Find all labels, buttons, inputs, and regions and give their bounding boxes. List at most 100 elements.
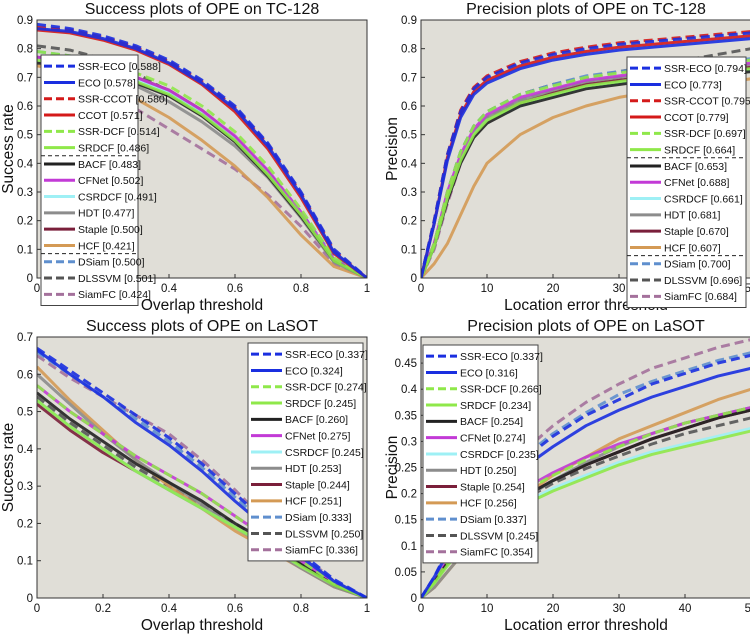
y-tick-label: 0.4	[401, 384, 418, 396]
y-tick-label: 0	[27, 593, 33, 605]
series-line-8	[37, 373, 367, 598]
legend-entry: CSRDCF [0.661]	[664, 193, 743, 205]
legend-entry: SiamFC [0.336]	[285, 545, 358, 557]
y-tick-label: 0.2	[17, 216, 33, 228]
x-tick-label: 0.8	[293, 283, 309, 295]
y-tick-label: 0.3	[401, 187, 417, 199]
legend: SSR-ECO [0.588] ECO [0.578] SSR-CCOT [0.58…	[40, 54, 168, 306]
y-tick-label: 0.5	[17, 130, 33, 142]
legend-entry: Staple [0.670]	[664, 226, 729, 238]
y-axis-label: Success rate	[0, 104, 17, 194]
legend-entry: SSR-ECO [0.588]	[78, 61, 161, 73]
y-tick-label: 0.8	[17, 44, 33, 56]
legend-entry: SSR-ECO [0.794]	[664, 63, 747, 75]
chart-panel-3: 0 0.2 0.4 0.6 0.8 1 0 0.1 0.2 0.3 0.4 0.5 0.6 0.7 Succ…	[0, 318, 370, 634]
x-tick-label: 0	[418, 283, 424, 295]
y-axis-label: Success rate	[0, 423, 17, 513]
x-tick-label: 0.2	[95, 603, 111, 615]
legend-entry: HCF [0.421]	[78, 240, 135, 252]
series-line-5	[37, 50, 367, 278]
y-tick-label: 0.2	[401, 489, 417, 501]
x-tick-label: 0	[418, 603, 424, 615]
x-tick-label: 0.4	[161, 283, 178, 295]
chart-panel-2: 0102030405000.10.20.30.40.50.60.70.80.9P…	[384, 1, 750, 314]
legend-entry: HCF [0.607]	[664, 242, 721, 254]
legend-entry: SiamFC [0.684]	[664, 291, 737, 303]
y-axis-label: Precision	[384, 117, 401, 181]
x-tick-label: 10	[481, 603, 494, 615]
legend-entry: HCF [0.251]	[285, 496, 342, 508]
legend-entry: SSR-DCF [0.266]	[460, 384, 542, 396]
legend-entry: BACF [0.483]	[78, 159, 141, 171]
legend-entry: CSRDCF [0.235]	[460, 449, 539, 461]
legend-entry: HDT [0.253]	[285, 463, 341, 475]
y-tick-label: 0.1	[17, 556, 33, 568]
chart-title: Success plots of OPE on LaSOT	[86, 318, 318, 335]
legend-entry: SRDCF [0.486]	[78, 142, 149, 154]
y-tick-label: 0.9	[401, 15, 417, 27]
series-line-2	[37, 348, 367, 598]
chart-panel-4: 0 10 20 30 40 50 0 0.05 0.1 0.15 0.2 0.25 0.3 0.35 0.4…	[384, 318, 750, 634]
legend-entry: SSR-DCF [0.274]	[285, 382, 367, 394]
x-tick-label: 0.6	[227, 603, 243, 615]
legend-entry: ECO [0.578]	[78, 77, 136, 89]
legend-entry: HDT [0.250]	[460, 465, 516, 477]
series-line-1	[37, 346, 367, 598]
y-tick-label: 0.7	[17, 332, 33, 344]
x-tick-label: 20	[547, 283, 560, 295]
legend-entry: ECO [0.773]	[664, 79, 722, 91]
series-line-11	[37, 350, 367, 598]
series-line-1	[421, 31, 750, 278]
chart-title: Precision plots of OPE on TC-128	[466, 1, 706, 18]
legend-entry: DLSSVM [0.250]	[285, 528, 363, 540]
y-tick-label: 0.25	[395, 463, 417, 475]
legend-entry: CCOT [0.571]	[78, 110, 143, 122]
y-tick-label: 0.05	[395, 567, 417, 579]
y-tick-label: 0.35	[395, 410, 417, 422]
legend-entry: CFNet [0.275]	[285, 430, 350, 442]
legend-entry: DSiam [0.337]	[460, 514, 527, 526]
x-tick-label: 0.6	[227, 283, 243, 295]
legend-entry: SRDCF [0.664]	[664, 144, 735, 156]
y-tick-label: 0.1	[17, 244, 33, 256]
y-tick-label: 0.9	[17, 15, 33, 27]
plot-frame	[36, 336, 368, 599]
x-tick-label: 1	[364, 603, 370, 615]
legend-entry: ECO [0.316]	[460, 367, 518, 379]
y-tick-label: 0	[27, 273, 33, 285]
chart-title: Success plots of OPE on TC-128	[85, 1, 320, 18]
chart-panel-1: 00.20.40.60.8100.10.20.30.40.50.60.70.80…	[0, 1, 370, 314]
y-tick-label: 0.3	[17, 187, 33, 199]
y-tick-label: 0.7	[17, 72, 33, 84]
y-axis-label: Precision	[384, 436, 401, 500]
legend-entry: DLSSVM [0.245]	[460, 530, 538, 542]
legend-entry: HDT [0.681]	[664, 210, 720, 222]
legend-entry: DLSSVM [0.501]	[78, 273, 156, 285]
plot-frame	[36, 19, 368, 279]
y-tick-label: 0.6	[401, 101, 417, 113]
y-tick-label: 0	[411, 273, 417, 285]
x-tick-label: 50	[745, 283, 750, 295]
y-tick-label: 0	[411, 593, 417, 605]
y-tick-label: 0.6	[17, 101, 33, 113]
legend-entry: CFNet [0.502]	[78, 175, 143, 187]
x-axis-label: Overlap threshold	[141, 617, 263, 634]
legend-entry: CFNet [0.274]	[460, 432, 525, 444]
legend-entry: SSR-DCF [0.514]	[78, 126, 160, 138]
legend-entry: DLSSVM [0.696]	[664, 275, 742, 287]
series-lines	[37, 346, 367, 598]
x-tick-label: 0	[34, 283, 40, 295]
y-tick-label: 0.1	[401, 244, 417, 256]
y-tick-label: 0.3	[401, 436, 417, 448]
legend-entry: DSiam [0.700]	[664, 259, 731, 271]
y-tick-label: 0.45	[395, 358, 417, 370]
x-tick-label: 50	[745, 603, 750, 615]
chart-title: Precision plots of OPE on LaSOT	[467, 318, 705, 335]
legend-entry: DSiam [0.500]	[78, 257, 145, 269]
plot-frame	[420, 19, 750, 279]
legend-entry: SSR-ECO [0.337]	[285, 349, 368, 361]
series-line-3	[37, 384, 367, 598]
legend-entry: Staple [0.244]	[285, 479, 350, 491]
legend-entry: BACF [0.260]	[285, 414, 348, 426]
legend-entry: CSRDCF [0.245]	[285, 447, 364, 459]
